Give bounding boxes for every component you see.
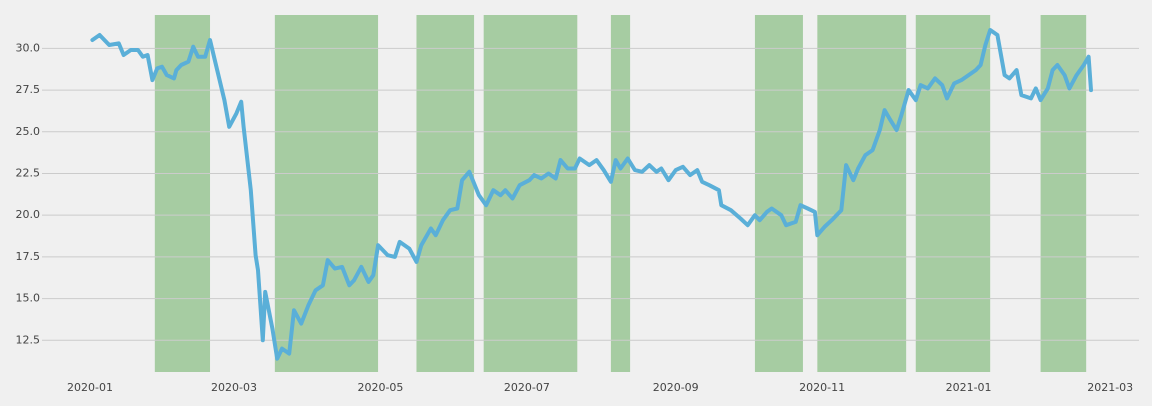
x-tick-label: 2020-09 bbox=[653, 381, 699, 394]
y-tick-label: 22.5 bbox=[16, 166, 41, 179]
x-tick-label: 2020-11 bbox=[799, 381, 845, 394]
shaded-span bbox=[817, 15, 907, 372]
y-tick-label: 30.0 bbox=[16, 41, 41, 54]
y-tick-label: 27.5 bbox=[16, 83, 41, 96]
shaded-span bbox=[154, 15, 211, 372]
x-tick-label: 2020-07 bbox=[504, 381, 550, 394]
data-line bbox=[90, 28, 1093, 361]
y-tick-label: 15.0 bbox=[16, 292, 41, 305]
x-tick-label: 2020-03 bbox=[211, 381, 257, 394]
y-tick-label: 12.5 bbox=[16, 333, 41, 346]
y-tick-label: 25.0 bbox=[16, 125, 41, 138]
y-tick-label: 20.0 bbox=[16, 208, 41, 221]
x-tick-label: 2020-01 bbox=[67, 381, 113, 394]
shaded-span bbox=[416, 15, 475, 372]
shaded-span bbox=[915, 15, 991, 372]
shaded-span bbox=[610, 15, 631, 372]
y-tick-label: 17.5 bbox=[16, 250, 41, 263]
shaded-span bbox=[274, 15, 379, 372]
x-tick-label: 2021-01 bbox=[946, 381, 992, 394]
shaded-span bbox=[754, 15, 803, 372]
x-tick-label: 2020-05 bbox=[357, 381, 403, 394]
x-tick-label: 2021-03 bbox=[1087, 381, 1133, 394]
